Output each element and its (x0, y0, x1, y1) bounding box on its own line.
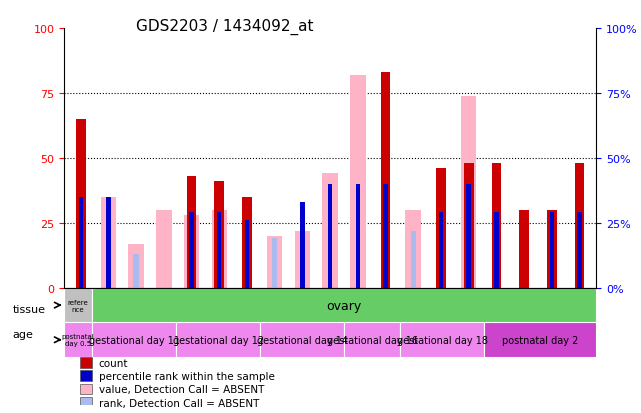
Text: tissue: tissue (13, 304, 46, 314)
Text: postnatal
day 0.5: postnatal day 0.5 (62, 333, 94, 347)
Bar (381, 73, 390, 288)
Bar (436, 169, 445, 288)
Bar (245, 221, 249, 288)
Bar (295, 231, 310, 288)
Text: refere
nce: refere nce (68, 299, 88, 312)
Bar (80, 397, 92, 408)
Bar (519, 210, 529, 288)
Text: gestational day 14: gestational day 14 (256, 335, 347, 345)
Bar (128, 244, 144, 288)
Bar (133, 254, 139, 288)
Text: age: age (13, 329, 34, 339)
Bar (80, 370, 92, 381)
Text: rank, Detection Call = ABSENT: rank, Detection Call = ABSENT (99, 398, 259, 408)
Text: postnatal day 2: postnatal day 2 (502, 335, 578, 345)
Bar (549, 213, 554, 288)
Text: percentile rank within the sample: percentile rank within the sample (99, 371, 274, 381)
Bar (79, 197, 83, 288)
Bar (242, 197, 252, 288)
Bar (80, 357, 92, 368)
Bar (187, 177, 196, 288)
Bar (574, 164, 585, 288)
Bar (267, 236, 283, 288)
Bar (492, 164, 501, 288)
Text: count: count (99, 358, 128, 368)
Bar (184, 216, 199, 288)
Bar (400, 323, 484, 357)
Bar (467, 185, 471, 288)
Bar (300, 202, 304, 288)
Bar (494, 213, 499, 288)
Bar (260, 323, 344, 357)
Bar (547, 210, 556, 288)
Text: gestational day 12: gestational day 12 (172, 335, 263, 345)
Text: gestational day 18: gestational day 18 (397, 335, 488, 345)
Text: gestational day 11: gestational day 11 (88, 335, 179, 345)
Bar (176, 323, 260, 357)
Bar (64, 288, 92, 323)
Bar (411, 231, 416, 288)
Bar (217, 213, 221, 288)
Bar (350, 76, 365, 288)
Bar (101, 197, 116, 288)
Bar (106, 197, 111, 288)
Text: gestational day 16: gestational day 16 (327, 335, 418, 345)
Bar (80, 384, 92, 394)
Bar (461, 96, 476, 288)
Bar (344, 323, 400, 357)
Bar (356, 185, 360, 288)
Bar (578, 213, 581, 288)
Bar (322, 174, 338, 288)
Bar (215, 182, 224, 288)
Bar (328, 185, 332, 288)
Bar (156, 210, 172, 288)
Bar (464, 164, 474, 288)
Bar (76, 120, 86, 288)
Bar (406, 210, 421, 288)
Bar (439, 213, 443, 288)
Text: value, Detection Call = ABSENT: value, Detection Call = ABSENT (99, 385, 264, 394)
Bar (484, 323, 596, 357)
Bar (383, 185, 388, 288)
Bar (272, 239, 278, 288)
Bar (92, 323, 176, 357)
Text: GDS2203 / 1434092_at: GDS2203 / 1434092_at (136, 19, 313, 35)
Bar (189, 213, 194, 288)
Bar (212, 210, 227, 288)
Text: ovary: ovary (326, 299, 362, 312)
Bar (64, 323, 92, 357)
